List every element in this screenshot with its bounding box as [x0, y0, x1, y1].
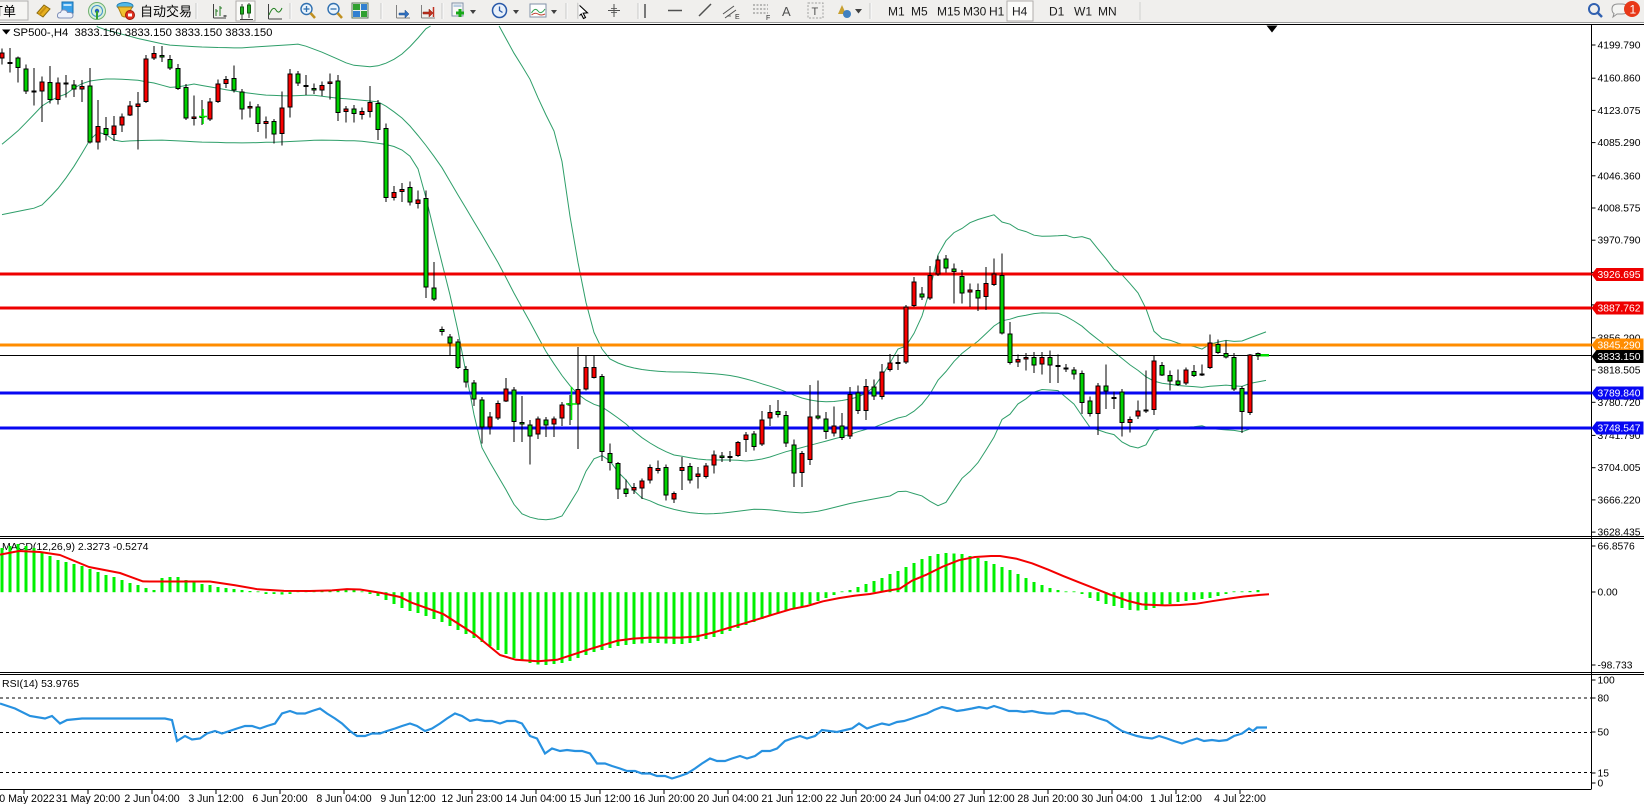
svg-text:4199.790: 4199.790 [1598, 41, 1641, 52]
svg-text:M30: M30 [963, 5, 987, 19]
svg-text:D1: D1 [1049, 5, 1065, 19]
svg-text:自动交易: 自动交易 [140, 4, 192, 19]
svg-text:3970.790: 3970.790 [1598, 236, 1641, 247]
svg-text:1 Jul 12:00: 1 Jul 12:00 [1150, 793, 1202, 804]
svg-text:订单: 订单 [0, 4, 16, 19]
svg-text:21 Jun 12:00: 21 Jun 12:00 [761, 793, 822, 804]
svg-text:28 Jun 20:00: 28 Jun 20:00 [1017, 793, 1078, 804]
svg-text:4160.860: 4160.860 [1598, 74, 1641, 85]
svg-text:14 Jun 04:00: 14 Jun 04:00 [505, 793, 566, 804]
svg-text:RSI(14) 53.9765: RSI(14) 53.9765 [2, 678, 79, 690]
svg-text:E: E [735, 14, 740, 21]
svg-text:3 Jun 12:00: 3 Jun 12:00 [188, 793, 243, 804]
svg-text:4046.360: 4046.360 [1598, 171, 1641, 182]
svg-text:22 Jun 20:00: 22 Jun 20:00 [825, 793, 886, 804]
svg-text:50: 50 [1598, 728, 1610, 739]
svg-text:30 May 2022: 30 May 2022 [0, 793, 55, 804]
svg-text:F: F [766, 15, 770, 22]
svg-text:24 Jun 04:00: 24 Jun 04:00 [889, 793, 950, 804]
svg-text:3887.762: 3887.762 [1598, 304, 1641, 315]
svg-text:H1: H1 [989, 5, 1005, 19]
svg-text:SP500-,H4 3833.150 3833.150 3: SP500-,H4 3833.150 3833.150 3833.150 383… [13, 27, 272, 39]
svg-text:4 Jul 22:00: 4 Jul 22:00 [1214, 793, 1266, 804]
svg-text:3926.695: 3926.695 [1598, 270, 1641, 281]
svg-text:0.00: 0.00 [1598, 588, 1618, 599]
svg-text:4123.075: 4123.075 [1598, 106, 1641, 117]
svg-text:8 Jun 04:00: 8 Jun 04:00 [316, 793, 371, 804]
svg-text:100: 100 [1598, 676, 1615, 687]
svg-text:0: 0 [1598, 779, 1604, 790]
svg-text:20 Jun 04:00: 20 Jun 04:00 [697, 793, 758, 804]
svg-text:3818.505: 3818.505 [1598, 366, 1641, 377]
svg-text:M5: M5 [911, 5, 928, 19]
svg-text:T: T [812, 6, 819, 18]
svg-text:3748.547: 3748.547 [1598, 424, 1641, 435]
svg-text:27 Jun 12:00: 27 Jun 12:00 [953, 793, 1014, 804]
svg-text:M1: M1 [888, 5, 905, 19]
svg-text:31 May 20:00: 31 May 20:00 [56, 793, 120, 804]
svg-text:-98.733: -98.733 [1598, 661, 1633, 672]
svg-text:15 Jun 12:00: 15 Jun 12:00 [569, 793, 630, 804]
svg-text:16 Jun 20:00: 16 Jun 20:00 [633, 793, 694, 804]
svg-text:4085.290: 4085.290 [1598, 138, 1641, 149]
svg-text:4008.575: 4008.575 [1598, 204, 1641, 215]
svg-text:3845.290: 3845.290 [1598, 341, 1641, 352]
svg-text:1: 1 [1630, 3, 1637, 17]
svg-text:3833.150: 3833.150 [1598, 352, 1641, 363]
svg-text:6 Jun 20:00: 6 Jun 20:00 [252, 793, 307, 804]
svg-text:MN: MN [1098, 5, 1117, 19]
svg-text:H4: H4 [1012, 5, 1028, 19]
svg-text:W1: W1 [1074, 5, 1092, 19]
svg-text:3704.005: 3704.005 [1598, 463, 1641, 474]
svg-text:3789.840: 3789.840 [1598, 389, 1641, 400]
svg-text:66.8576: 66.8576 [1598, 542, 1635, 553]
svg-text:3628.435: 3628.435 [1598, 528, 1641, 539]
svg-text:80: 80 [1598, 694, 1610, 705]
svg-text:2 Jun 04:00: 2 Jun 04:00 [124, 793, 179, 804]
svg-text:30 Jun 04:00: 30 Jun 04:00 [1081, 793, 1142, 804]
svg-text:A: A [782, 4, 791, 19]
svg-text:M15: M15 [937, 5, 961, 19]
svg-text:12 Jun 23:00: 12 Jun 23:00 [441, 793, 502, 804]
svg-text:9 Jun 12:00: 9 Jun 12:00 [380, 793, 435, 804]
svg-text:3666.220: 3666.220 [1598, 495, 1641, 506]
